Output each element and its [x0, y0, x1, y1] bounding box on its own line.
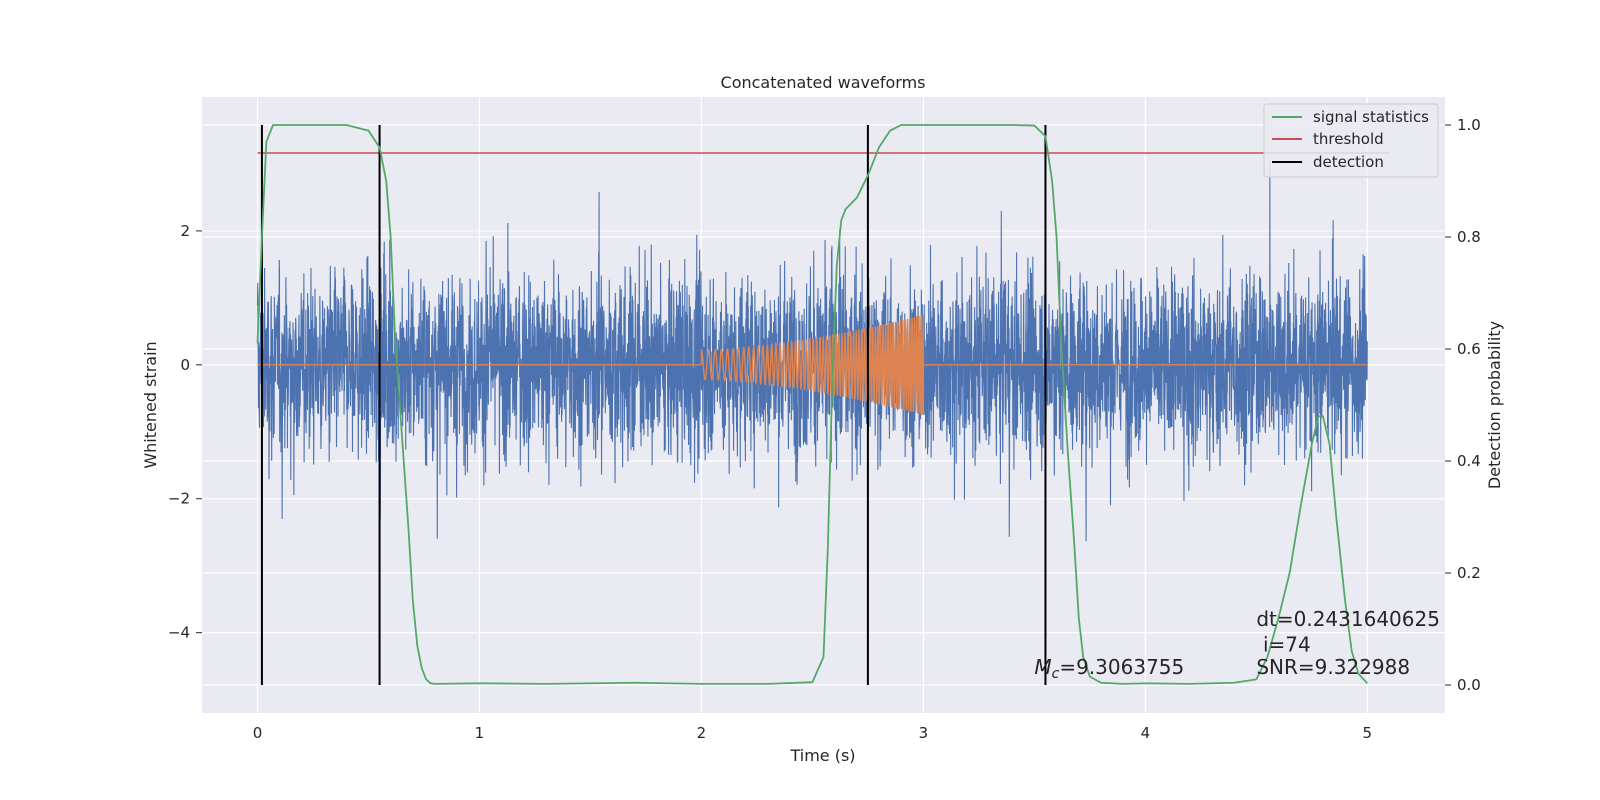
x-axis-label: Time (s) — [789, 746, 855, 765]
y-axis-label-right: Detection probability — [1485, 321, 1504, 489]
y-tick-label-right: 0.2 — [1457, 564, 1481, 582]
annotation-symbol: M — [1034, 655, 1051, 679]
annotation-mc: Mc=9.3063755 — [1034, 655, 1184, 682]
legend: signal statistics threshold detection — [1263, 103, 1439, 178]
y-tick-label-left: 0 — [180, 356, 190, 374]
annotations: Mc=9.3063755 SNR=9.322988i=74dt=0.2431640… — [1034, 607, 1440, 682]
y-tick-label-left: 2 — [180, 222, 190, 240]
y-tick-label-left: −4 — [168, 624, 190, 642]
y-axis-label-left: Whitened strain — [141, 341, 160, 468]
legend-frame — [1263, 103, 1439, 178]
chart-title: Concatenated waveforms — [721, 73, 926, 92]
x-tick-label: 0 — [253, 724, 263, 742]
template-series — [257, 314, 1368, 416]
x-tick-label: 1 — [475, 724, 485, 742]
annotation-subscript: c — [1052, 666, 1060, 682]
x-tick-label: 2 — [697, 724, 707, 742]
annotation-i: i=74 — [1263, 632, 1311, 656]
annotation-dt: dt=0.2431640625 — [1256, 607, 1440, 631]
signal-statistics-series — [256, 124, 1368, 685]
x-tick-label: 4 — [1141, 724, 1151, 742]
template-line — [257, 314, 1368, 416]
x-tick-label: 3 — [919, 724, 929, 742]
axis-ticks: 0 1 2 3 4 5 2 0 −2 −4 1.0 0.8 0.6 0.4 0.2 0.0 — [168, 116, 1481, 742]
y-tick-label-right: 0.8 — [1457, 228, 1481, 246]
y-tick-label-right: 1.0 — [1457, 116, 1481, 134]
x-tick-label: 5 — [1363, 724, 1373, 742]
legend-label-signal-statistics: signal statistics — [1313, 108, 1429, 126]
legend-label-threshold: threshold — [1313, 130, 1384, 148]
y-tick-label-right: 0.6 — [1457, 340, 1481, 358]
annotation-value: =9.3063755 — [1059, 655, 1184, 679]
y-tick-label-left: −2 — [168, 490, 190, 508]
annotation-snr: SNR=9.322988 — [1256, 655, 1410, 679]
signal-statistics-line — [256, 124, 1368, 685]
y-tick-label-right: 0.4 — [1457, 452, 1481, 470]
y-tick-label-right: 0.0 — [1457, 676, 1481, 694]
legend-label-detection: detection — [1313, 153, 1384, 171]
